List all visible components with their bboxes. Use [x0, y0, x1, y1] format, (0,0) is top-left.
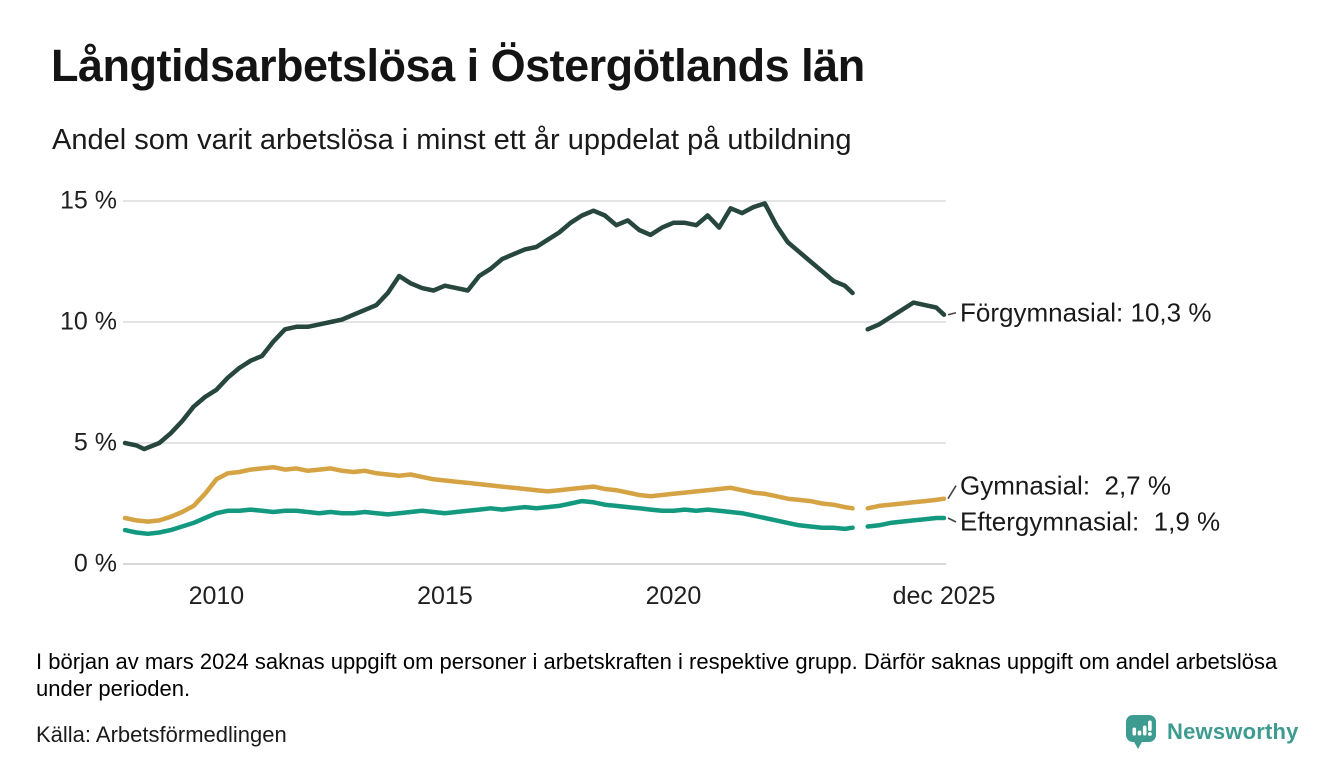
- newsworthy-logo: Newsworthy: [1124, 712, 1299, 752]
- y-axis-tick: 15 %: [60, 186, 117, 215]
- footnote-text: I början av mars 2024 saknas uppgift om …: [36, 649, 1278, 702]
- series-end-label-eftergymnasial: Eftergymnasial: 1,9 %: [960, 506, 1221, 537]
- x-axis-tick: 2020: [645, 582, 702, 610]
- x-axis-tick: 2010: [188, 582, 245, 610]
- x-axis-tick: 2015: [417, 582, 473, 610]
- chart-subtitle: Andel som varit arbetslösa i minst ett å…: [52, 124, 852, 156]
- series-end-label-forgymnasial: Förgymnasial: 10,3 %: [960, 297, 1212, 328]
- page-title: Långtidsarbetslösa i Östergötlands län: [51, 40, 865, 91]
- series-end-label-gymnasial: Gymnasial: 2,7 %: [960, 470, 1171, 501]
- y-axis-tick: 10 %: [60, 307, 117, 336]
- y-axis-tick: 0 %: [73, 549, 117, 578]
- source-text: Källa: Arbetsförmedlingen: [36, 722, 287, 747]
- newsworthy-wordmark: Newsworthy: [1167, 719, 1299, 744]
- y-axis-tick: 5 %: [73, 428, 117, 457]
- speech-bubble-bar-chart-icon: [1126, 715, 1156, 749]
- x-axis-tick: dec 2025: [892, 582, 996, 610]
